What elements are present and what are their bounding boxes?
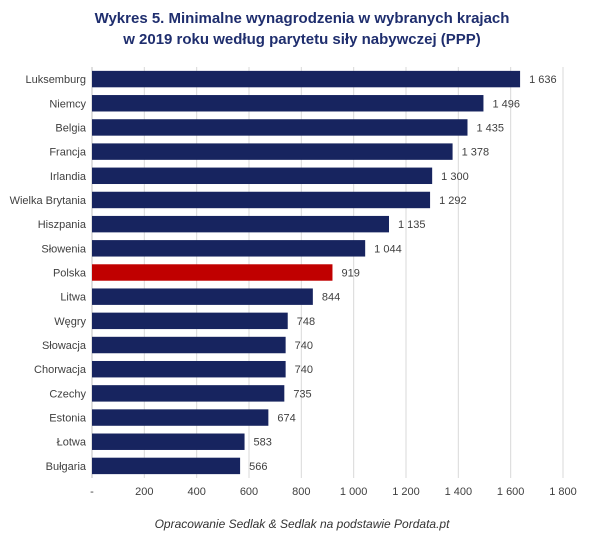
- value-label: 1 044: [374, 243, 402, 255]
- value-label: 919: [341, 268, 359, 280]
- bar: [92, 409, 269, 426]
- category-label: Belgia: [55, 122, 86, 134]
- bar-chart: - 200 400 600 800 1 000 1 200 1 400 1 600 1 800 Lu…: [10, 67, 577, 498]
- bar: [92, 240, 366, 257]
- value-label: 1 496: [492, 98, 520, 110]
- value-label: 1 300: [441, 171, 469, 183]
- value-label: 740: [295, 364, 313, 376]
- bar: [92, 264, 333, 281]
- category-label: Estonia: [49, 413, 87, 425]
- value-label: 844: [322, 292, 340, 304]
- bar: [92, 191, 431, 209]
- x-tick-label: 1 600: [497, 486, 525, 498]
- bar: [92, 385, 285, 402]
- value-label: 1 378: [462, 147, 490, 159]
- bar: [92, 143, 453, 160]
- x-tick-label: 1 800: [549, 486, 577, 498]
- category-label: Hiszpania: [38, 219, 87, 231]
- category-label: Węgry: [54, 316, 86, 328]
- bar: [92, 70, 521, 88]
- source-note: Opracowanie Sedlak & Sedlak na podstawie…: [154, 517, 450, 531]
- bar: [92, 312, 288, 330]
- category-label: Słowenia: [41, 243, 87, 255]
- bar: [92, 288, 313, 305]
- title-line-2: w 2019 roku według parytetu siły nabywcz…: [123, 31, 481, 48]
- bar: [92, 119, 468, 136]
- x-tick-label: 800: [292, 486, 310, 498]
- value-label: 1 636: [529, 74, 557, 86]
- x-tick-label: 1 200: [392, 486, 420, 498]
- category-label: Łotwa: [57, 437, 87, 449]
- bar: [92, 95, 484, 112]
- value-label: 566: [249, 461, 267, 473]
- category-label: Słowacja: [42, 340, 87, 352]
- x-tick-label: 1 000: [340, 486, 368, 498]
- category-label: Chorwacja: [34, 364, 87, 376]
- category-label: Bułgaria: [46, 461, 87, 473]
- bar: [92, 360, 286, 378]
- title-line-1: Wykres 5. Minimalne wynagrodzenia w wybr…: [94, 10, 510, 27]
- value-label: 1 435: [476, 122, 504, 134]
- value-label: 748: [297, 316, 315, 328]
- value-label: 740: [295, 340, 313, 352]
- category-label: Irlandia: [50, 171, 87, 183]
- bar: [92, 167, 433, 185]
- bar: [92, 336, 286, 354]
- x-tick-label: 400: [187, 486, 205, 498]
- value-label: 674: [277, 413, 295, 425]
- bar: [92, 433, 245, 450]
- value-label: 1 135: [398, 219, 426, 231]
- category-label: Polska: [53, 268, 87, 280]
- category-label: Wielka Brytania: [10, 195, 87, 207]
- x-tick-label: 200: [135, 486, 153, 498]
- x-tick-label: 1 400: [445, 486, 473, 498]
- bar: [92, 457, 241, 475]
- bar: [92, 215, 389, 233]
- category-label: Litwa: [60, 292, 87, 304]
- value-label: 735: [293, 388, 311, 400]
- x-tick-label: 600: [240, 486, 258, 498]
- x-tick-label: -: [90, 486, 94, 498]
- category-label: Luksemburg: [25, 74, 86, 86]
- category-label: Francja: [49, 147, 87, 159]
- value-label: 583: [254, 437, 272, 449]
- chart-title: Wykres 5. Minimalne wynagrodzenia w wybr…: [0, 8, 604, 50]
- category-label: Niemcy: [49, 98, 86, 110]
- value-label: 1 292: [439, 195, 467, 207]
- category-label: Czechy: [49, 388, 86, 400]
